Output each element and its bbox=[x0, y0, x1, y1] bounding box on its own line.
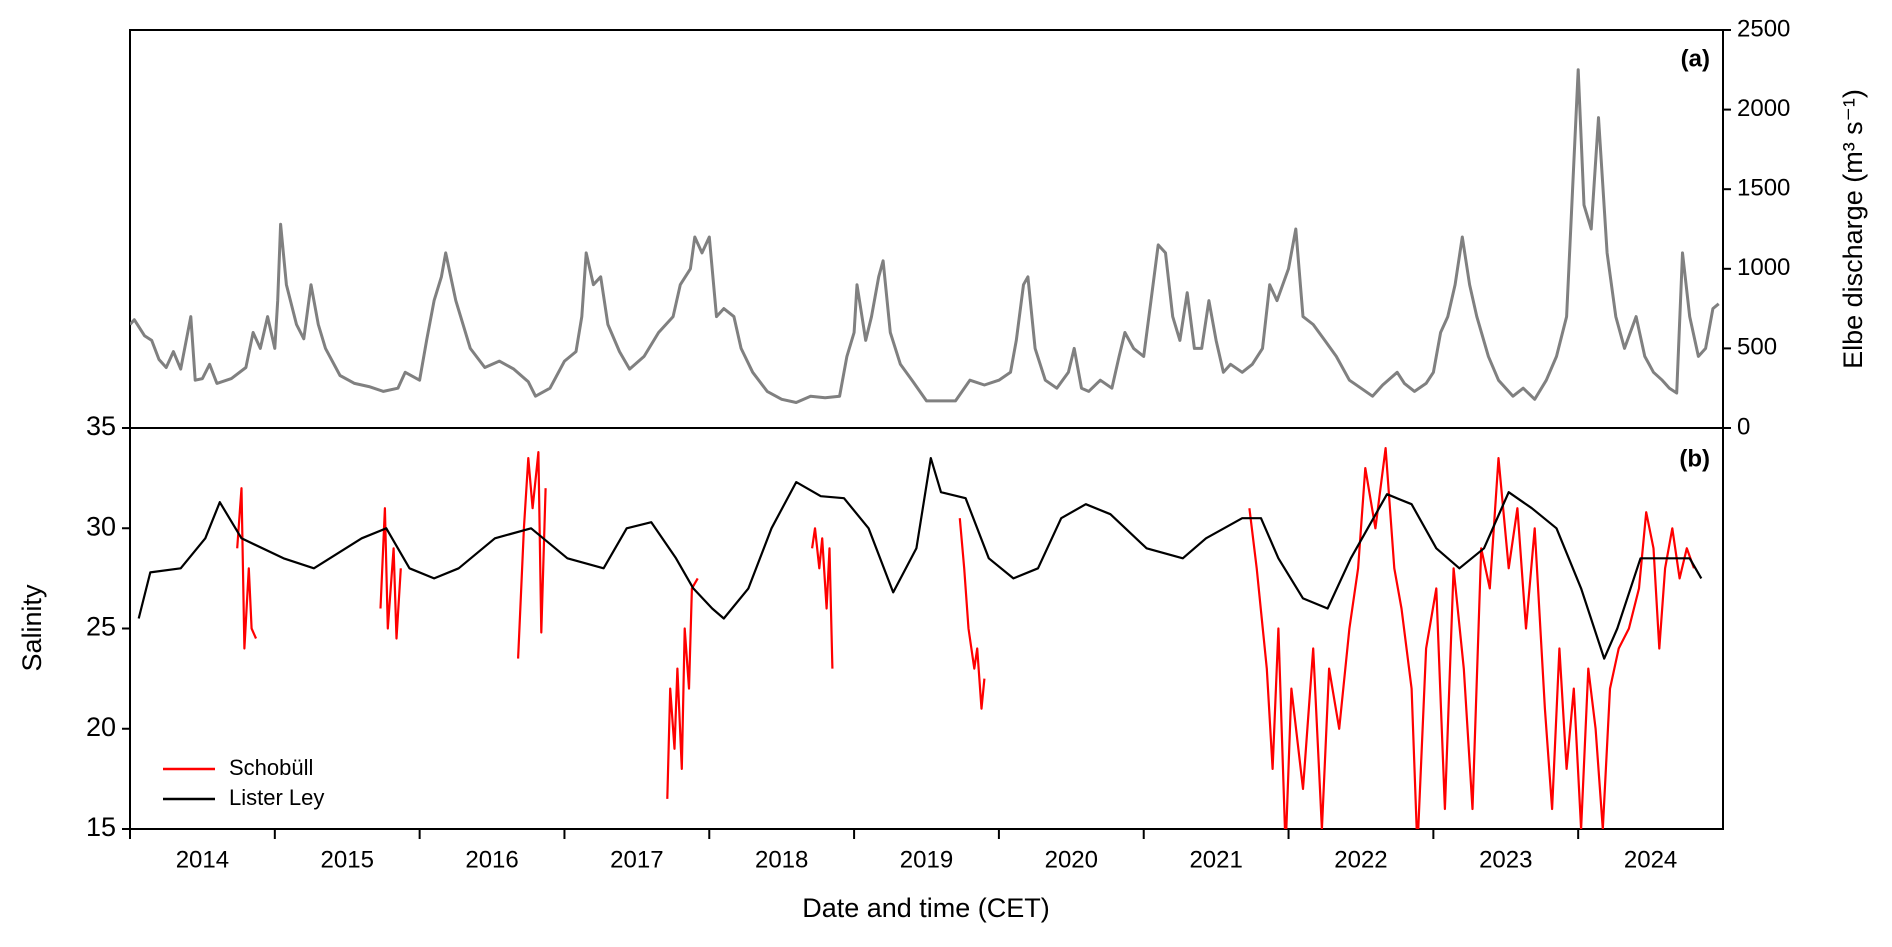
x-tick-label: 2023 bbox=[1479, 846, 1532, 873]
x-tick-label: 2018 bbox=[755, 846, 808, 873]
x-tick-label: 2022 bbox=[1334, 846, 1387, 873]
x-tick-label: 2024 bbox=[1624, 846, 1677, 873]
legend-label: Schobüll bbox=[229, 755, 313, 780]
x-tick-label: 2014 bbox=[176, 846, 229, 873]
data-line bbox=[236, 447, 1696, 829]
y2-tick-label: 1000 bbox=[1737, 254, 1790, 281]
data-line bbox=[137, 457, 1703, 660]
x-tick-label: 2020 bbox=[1045, 846, 1098, 873]
y2-tick-label: 2500 bbox=[1737, 15, 1790, 42]
x-axis-title: Date and time (CET) bbox=[802, 893, 1050, 923]
panel-label: (a) bbox=[1681, 45, 1710, 72]
x-tick-label: 2019 bbox=[900, 846, 953, 873]
y-axis-title: Salinity bbox=[17, 584, 47, 672]
x-tick-label: 2017 bbox=[610, 846, 663, 873]
y-tick-label: 15 bbox=[86, 812, 116, 842]
x-tick-label: 2016 bbox=[465, 846, 518, 873]
y2-axis-title: Elbe discharge (m³ s⁻¹) bbox=[1838, 89, 1868, 369]
data-line bbox=[130, 68, 1720, 404]
y2-tick-label: 500 bbox=[1737, 334, 1777, 361]
panel-label: (b) bbox=[1679, 445, 1710, 472]
legend-label: Lister Ley bbox=[229, 785, 324, 810]
x-tick-label: 2015 bbox=[321, 846, 374, 873]
x-tick-label: 2021 bbox=[1189, 846, 1242, 873]
panel-a-frame bbox=[129, 29, 1724, 429]
y2-tick-label: 0 bbox=[1737, 413, 1750, 440]
y-tick-label: 20 bbox=[86, 712, 116, 742]
y2-tick-label: 1500 bbox=[1737, 175, 1790, 202]
y2-tick-label: 2000 bbox=[1737, 95, 1790, 122]
y-tick-label: 35 bbox=[86, 411, 116, 441]
y-tick-label: 25 bbox=[86, 612, 116, 642]
y-tick-label: 30 bbox=[86, 511, 116, 541]
